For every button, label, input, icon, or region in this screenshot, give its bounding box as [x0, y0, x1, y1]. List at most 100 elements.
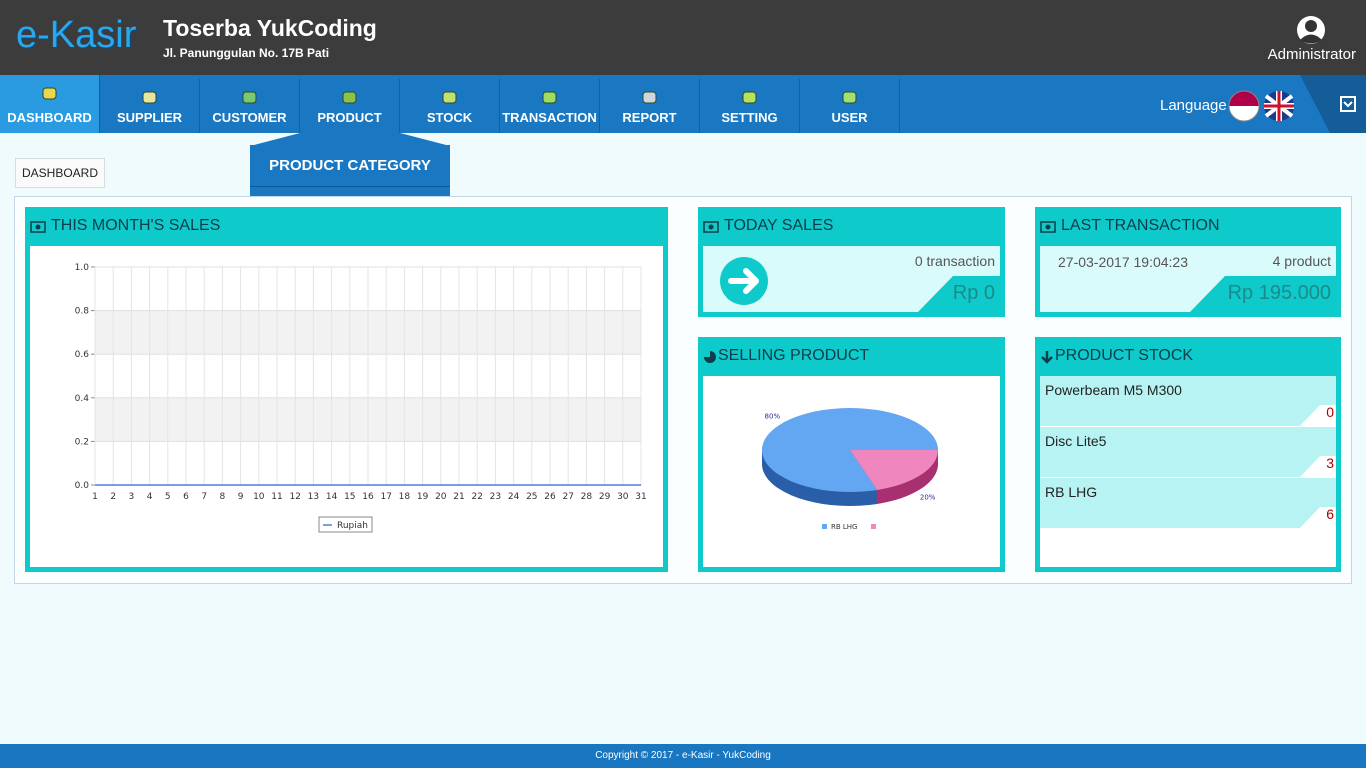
tab-shape — [1300, 456, 1336, 477]
nav-label: SUPPLIER — [116, 110, 182, 125]
stock-list: Powerbeam M5 M300 0 Disc Lite5 3 RB LHG 6 — [1040, 376, 1336, 567]
x-tick-label: 30 — [617, 492, 629, 502]
y-tick-label: 0.4 — [75, 394, 90, 404]
stock-qty: 3 — [1326, 455, 1334, 471]
x-tick-label: 15 — [344, 492, 355, 502]
money-icon — [1040, 221, 1056, 233]
header: e-Kasir Toserba YukCoding Jl. Panunggula… — [0, 0, 1366, 75]
submenu-item[interactable]: PRODUCT CATEGORY — [250, 145, 450, 187]
nav-item[interactable]: TRANSACTION — [500, 79, 600, 133]
last-decor — [1190, 276, 1336, 312]
x-tick-label: 24 — [508, 492, 520, 502]
y-tick-label: 0.0 — [75, 481, 90, 491]
nav-icon — [242, 91, 257, 104]
nav-icon — [42, 87, 57, 100]
nav-label: CUSTOMER — [212, 110, 287, 125]
x-tick-label: 6 — [183, 492, 189, 502]
nav-item[interactable]: SUPPLIER — [100, 79, 200, 133]
x-tick-label: 31 — [635, 492, 646, 502]
nav-icon — [742, 91, 757, 104]
today-total: Rp 0 — [952, 282, 995, 304]
x-tick-label: 26 — [544, 492, 556, 502]
pie-icon — [704, 351, 716, 363]
product-count: 4 product — [1272, 253, 1331, 269]
x-tick-label: 10 — [253, 492, 265, 502]
nav-icon — [542, 91, 557, 104]
nav-item[interactable]: STOCK — [400, 79, 500, 133]
breadcrumb[interactable]: DASHBOARD — [15, 158, 106, 188]
user-name[interactable]: Administrator — [1267, 46, 1356, 63]
x-tick-label: 5 — [165, 492, 171, 502]
y-tick-label: 0.8 — [75, 307, 90, 317]
transaction-count: 0 transaction — [914, 253, 995, 269]
nav-bar: Language DASHBOARD SUPPLIER CUSTOMER PRODUC… — [0, 75, 1366, 133]
money-icon — [30, 221, 46, 233]
nav-icon — [142, 91, 157, 104]
icon-shape — [642, 91, 657, 104]
nav-label: TRANSACTION — [502, 110, 597, 125]
nav-icon — [842, 91, 857, 104]
panel-title: TODAY SALES — [724, 217, 834, 234]
y-tick-label: 0.2 — [75, 437, 89, 447]
nav-item[interactable]: PRODUCT — [300, 79, 400, 133]
pie-slice — [850, 450, 938, 490]
x-tick-label: 16 — [362, 492, 374, 502]
nav-item[interactable]: DASHBOARD — [0, 75, 100, 133]
x-tick-label: 11 — [271, 492, 282, 502]
nav-item[interactable]: SETTING — [700, 79, 800, 133]
nav-icon — [342, 91, 357, 104]
menu-toggle[interactable] — [1300, 75, 1366, 133]
nav-icon — [442, 91, 457, 104]
x-tick-label: 3 — [129, 492, 135, 502]
icon-shape — [342, 91, 357, 104]
panel-title: THIS MONTH'S SALES — [51, 217, 221, 234]
pie-value-label: 20% — [920, 493, 936, 501]
nav-item[interactable]: USER — [800, 79, 900, 133]
logo: e-Kasir — [16, 14, 137, 56]
pie-value-label: 80% — [765, 412, 781, 420]
nav-label: PRODUCT — [317, 110, 382, 125]
panel-body: 27-03-2017 19:04:23 4 product Rp 195.000 — [1040, 246, 1336, 312]
avatar[interactable] — [1296, 15, 1326, 45]
nav-item[interactable]: REPORT — [600, 79, 700, 133]
panel-body: 80% RB LHG 20% — [703, 376, 1000, 567]
y-tick-label: 0.6 — [75, 350, 90, 360]
stock-tab — [1300, 456, 1336, 477]
x-tick-label: 22 — [471, 492, 482, 502]
language-label: Language — [1160, 97, 1227, 114]
legend-box — [318, 516, 373, 533]
stock-row: Powerbeam M5 M300 0 — [1040, 376, 1336, 427]
x-tick-label: 21 — [453, 492, 464, 502]
arrow-down-icon — [1041, 351, 1053, 364]
stock-row: Disc Lite5 3 — [1040, 427, 1336, 478]
x-tick-label: 13 — [308, 492, 319, 502]
language-flags[interactable] — [1228, 90, 1298, 122]
selling-product-panel: SELLING PRODUCT 80% RB LHG 20% — [698, 337, 1005, 572]
tab-shape — [1300, 507, 1336, 528]
y-tick-label: 1.0 — [75, 263, 90, 273]
x-tick-label: 1 — [92, 492, 98, 502]
stock-tab — [1300, 405, 1336, 426]
x-tick-label: 18 — [399, 492, 411, 502]
x-tick-label: 25 — [526, 492, 537, 502]
product-name: Disc Lite5 — [1045, 433, 1107, 449]
x-tick-label: 14 — [326, 492, 338, 502]
footer: Copyright © 2017 - e-Kasir - YukCoding — [0, 744, 1366, 768]
x-tick-label: 12 — [289, 492, 300, 502]
transaction-datetime: 27-03-2017 19:04:23 — [1058, 254, 1188, 270]
x-tick-label: 8 — [220, 492, 226, 502]
x-tick-label: 17 — [380, 492, 391, 502]
nav-label: DASHBOARD — [7, 110, 92, 125]
icon-shape — [742, 91, 757, 104]
stock-qty: 0 — [1326, 404, 1334, 420]
x-tick-label: 20 — [435, 492, 447, 502]
icon-shape — [842, 91, 857, 104]
money-icon — [703, 221, 719, 233]
x-tick-label: 19 — [417, 492, 429, 502]
legend-label: Rupiah — [337, 521, 368, 531]
icon-shape — [442, 91, 457, 104]
stock-row: RB LHG 6 — [1040, 478, 1336, 529]
nav-item[interactable]: CUSTOMER — [200, 79, 300, 133]
x-tick-label: 9 — [238, 492, 244, 502]
